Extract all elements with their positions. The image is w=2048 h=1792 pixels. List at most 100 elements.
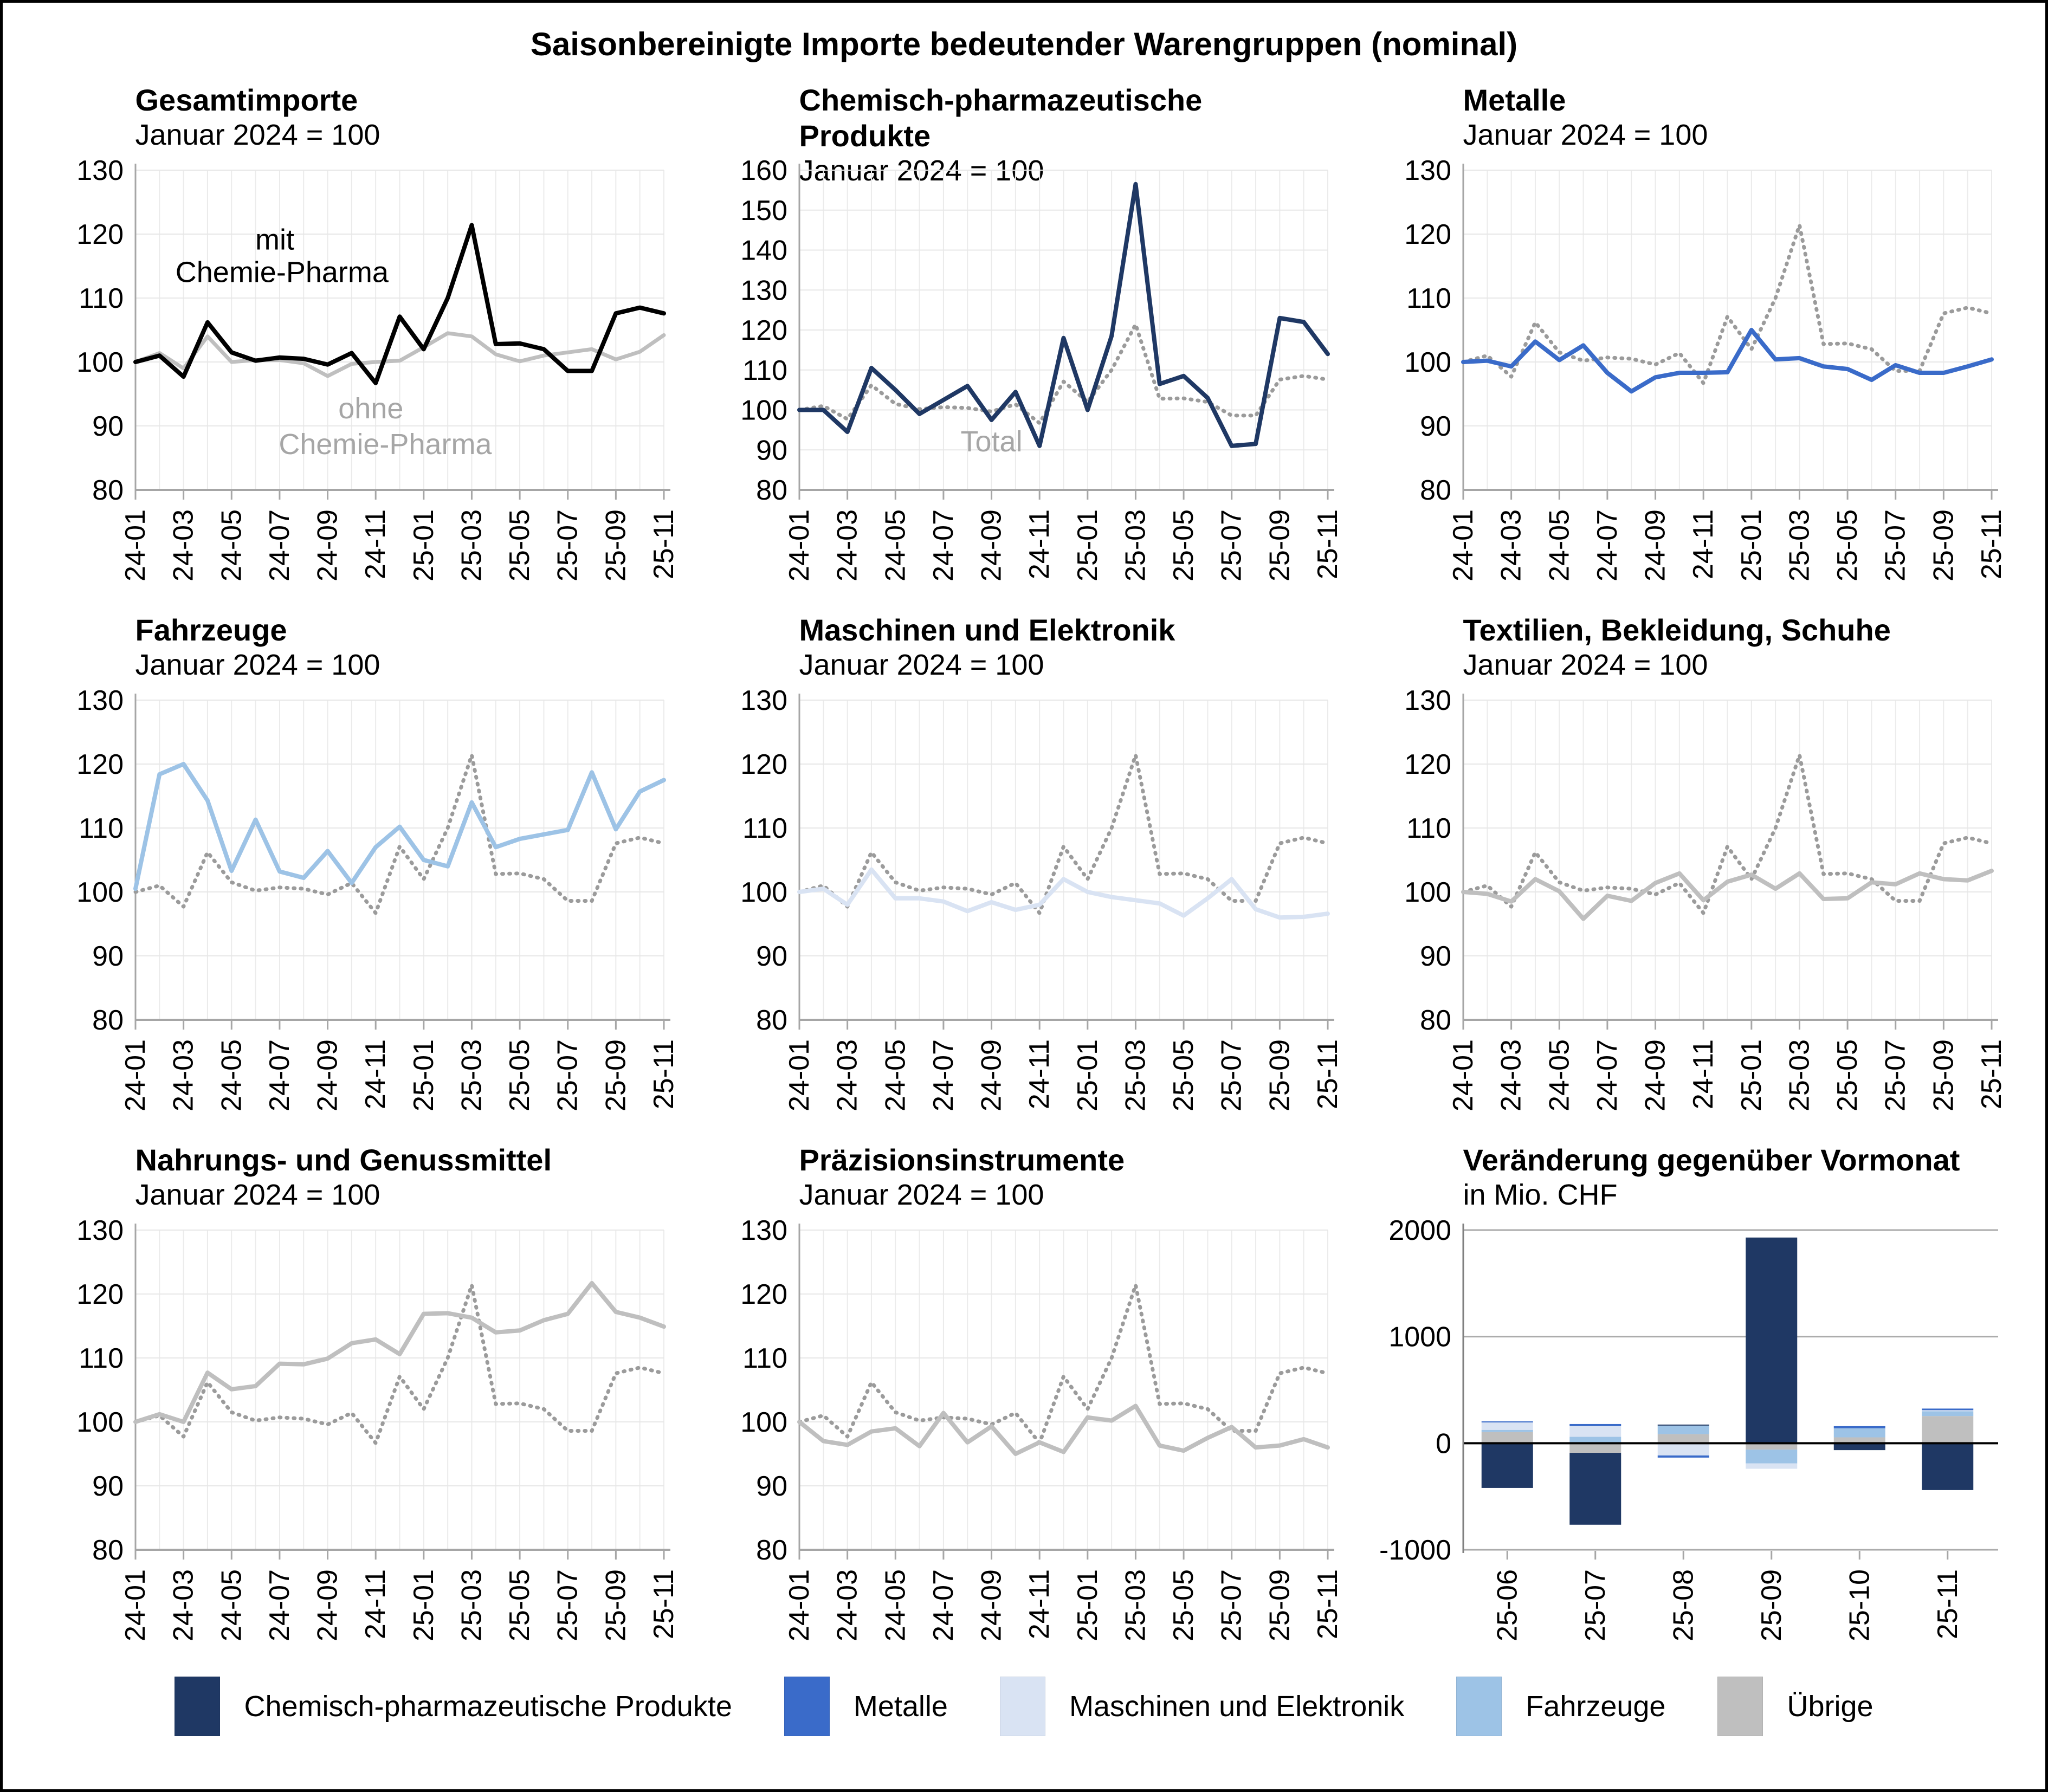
svg-text:90: 90: [756, 435, 787, 466]
svg-text:25-03: 25-03: [1784, 509, 1815, 581]
svg-text:24-05: 24-05: [216, 1039, 247, 1111]
svg-text:24-09: 24-09: [1639, 509, 1671, 581]
svg-text:24-09: 24-09: [975, 509, 1007, 581]
panel-subtitle: Januar 2024 = 100: [799, 649, 1044, 681]
svg-text:25-05: 25-05: [1832, 509, 1863, 581]
svg-text:90: 90: [756, 1471, 787, 1502]
svg-text:24-07: 24-07: [263, 509, 295, 581]
svg-text:110: 110: [1406, 283, 1451, 314]
svg-text:25-07: 25-07: [552, 1039, 583, 1111]
panel-fahrzeuge: Fahrzeuge Januar 2024 = 100 24-01 24-03 24…: [43, 612, 677, 1128]
svg-text:24-07: 24-07: [263, 1039, 295, 1111]
svg-text:25-01: 25-01: [1071, 1569, 1103, 1641]
svg-text:120: 120: [76, 749, 124, 780]
svg-text:mit: mit: [255, 223, 294, 256]
svg-text:25-07: 25-07: [1216, 509, 1247, 581]
legend-swatch-blue: [784, 1677, 830, 1736]
svg-text:150: 150: [740, 195, 787, 227]
svg-text:25-09: 25-09: [1928, 509, 1959, 581]
svg-text:25-06: 25-06: [1491, 1569, 1523, 1641]
svg-text:25-10: 25-10: [1844, 1569, 1875, 1641]
legend-label: Fahrzeuge: [1526, 1690, 1666, 1723]
svg-text:24-05: 24-05: [880, 1039, 911, 1111]
main-title: Saisonbereinigte Importe bedeutender War…: [530, 26, 1518, 62]
svg-text:24-11: 24-11: [1024, 1039, 1055, 1109]
panel-title: Fahrzeuge: [135, 613, 287, 647]
svg-text:25-03: 25-03: [1784, 1039, 1815, 1111]
svg-text:25-01: 25-01: [1735, 509, 1767, 581]
panel-subtitle: Januar 2024 = 100: [799, 1179, 1044, 1211]
svg-text:24-09: 24-09: [1639, 1039, 1671, 1111]
svg-text:25-05: 25-05: [1168, 1039, 1199, 1111]
svg-text:24-03: 24-03: [831, 1569, 863, 1641]
svg-text:25-07: 25-07: [552, 1569, 583, 1641]
legend: Chemisch-pharmazeutische Produkte Metall…: [3, 1677, 2045, 1736]
svg-text:25-09: 25-09: [600, 509, 631, 581]
svg-text:100: 100: [76, 877, 124, 908]
svg-text:24-01: 24-01: [120, 1569, 151, 1641]
svg-text:25-11: 25-11: [1976, 509, 2005, 579]
panel-praezisionsinstrumente: Präzisionsinstrumente Januar 2024 = 100 …: [707, 1142, 1341, 1658]
svg-text:25-09: 25-09: [600, 1039, 631, 1111]
svg-text:110: 110: [79, 1343, 124, 1374]
plot-fahrzeuge: 24-01 24-03 24-05 24-07 24-09 24-11 25-01 25-03…: [76, 685, 677, 1111]
svg-text:90: 90: [92, 941, 124, 972]
svg-text:25-11: 25-11: [648, 1039, 677, 1109]
svg-text:100: 100: [740, 395, 787, 426]
svg-text:24-11: 24-11: [360, 509, 391, 579]
plot-chemisch-pharmazeutische-produkte: 24-01 24-03 24-05 24-07 24-09 24-11 25-01 25-03…: [740, 155, 1341, 581]
svg-text:25-03: 25-03: [1120, 1039, 1151, 1111]
legend-label: Metalle: [853, 1690, 948, 1723]
legend-item-metalle: Metalle: [784, 1677, 948, 1736]
svg-text:80: 80: [92, 475, 124, 506]
svg-text:24-07: 24-07: [263, 1569, 295, 1641]
panel-title: Präzisionsinstrumente: [799, 1143, 1125, 1177]
svg-text:100: 100: [1404, 347, 1451, 378]
legend-swatch-gray: [1717, 1677, 1763, 1736]
svg-text:25-09: 25-09: [1928, 1039, 1959, 1111]
svg-text:24-07: 24-07: [927, 509, 959, 581]
svg-text:80: 80: [92, 1535, 124, 1566]
svg-text:25-11: 25-11: [1931, 1569, 1963, 1639]
svg-text:24-03: 24-03: [831, 509, 863, 581]
svg-text:25-05: 25-05: [504, 509, 535, 581]
svg-text:130: 130: [76, 155, 124, 186]
svg-text:120: 120: [740, 749, 787, 780]
panel-grid: Gesamtimporte Januar 2024 = 100 24-01 24-…: [3, 82, 2045, 1658]
legend-item-fahrzeuge: Fahrzeuge: [1456, 1677, 1665, 1736]
svg-text:25-11: 25-11: [1312, 1569, 1341, 1639]
svg-text:ohne: ohne: [338, 392, 403, 425]
svg-text:90: 90: [92, 411, 124, 442]
svg-text:24-01: 24-01: [784, 1569, 815, 1641]
panel-title: Maschinen und Elektronik: [799, 613, 1175, 647]
panel-title: Chemisch-pharmazeutische Produkte: [799, 83, 1203, 153]
svg-text:25-07: 25-07: [1879, 1039, 1911, 1111]
svg-text:25-01: 25-01: [1071, 509, 1103, 581]
svg-text:24-05: 24-05: [1543, 509, 1575, 581]
panel-subtitle: Januar 2024 = 100: [1463, 649, 1708, 681]
svg-text:80: 80: [1420, 1005, 1451, 1036]
svg-text:25-09: 25-09: [1264, 1039, 1295, 1111]
svg-text:110: 110: [79, 283, 124, 314]
svg-text:Chemie-Pharma: Chemie-Pharma: [175, 256, 389, 289]
svg-text:24-11: 24-11: [1024, 509, 1055, 579]
svg-text:24-01: 24-01: [1448, 509, 1479, 581]
svg-text:25-09: 25-09: [1755, 1569, 1787, 1641]
svg-text:25-03: 25-03: [1120, 509, 1151, 581]
legend-swatch-light-blue: [1456, 1677, 1502, 1736]
panel-subtitle: Januar 2024 = 100: [135, 1179, 380, 1211]
plot-metalle: 24-01 24-03 24-05 24-07 24-09 24-11 25-01 25-03…: [1404, 155, 2005, 581]
legend-label: Übrige: [1787, 1690, 1873, 1723]
svg-text:120: 120: [740, 1279, 787, 1310]
svg-text:100: 100: [76, 1407, 124, 1438]
svg-text:25-11: 25-11: [1976, 1039, 2005, 1109]
svg-text:24-09: 24-09: [975, 1039, 1007, 1111]
svg-text:100: 100: [740, 877, 787, 908]
svg-text:100: 100: [1404, 877, 1451, 908]
svg-text:130: 130: [740, 685, 787, 716]
svg-text:25-05: 25-05: [504, 1039, 535, 1111]
svg-text:25-01: 25-01: [408, 1039, 439, 1111]
svg-text:25-05: 25-05: [1168, 1569, 1199, 1641]
svg-text:24-05: 24-05: [216, 1569, 247, 1641]
